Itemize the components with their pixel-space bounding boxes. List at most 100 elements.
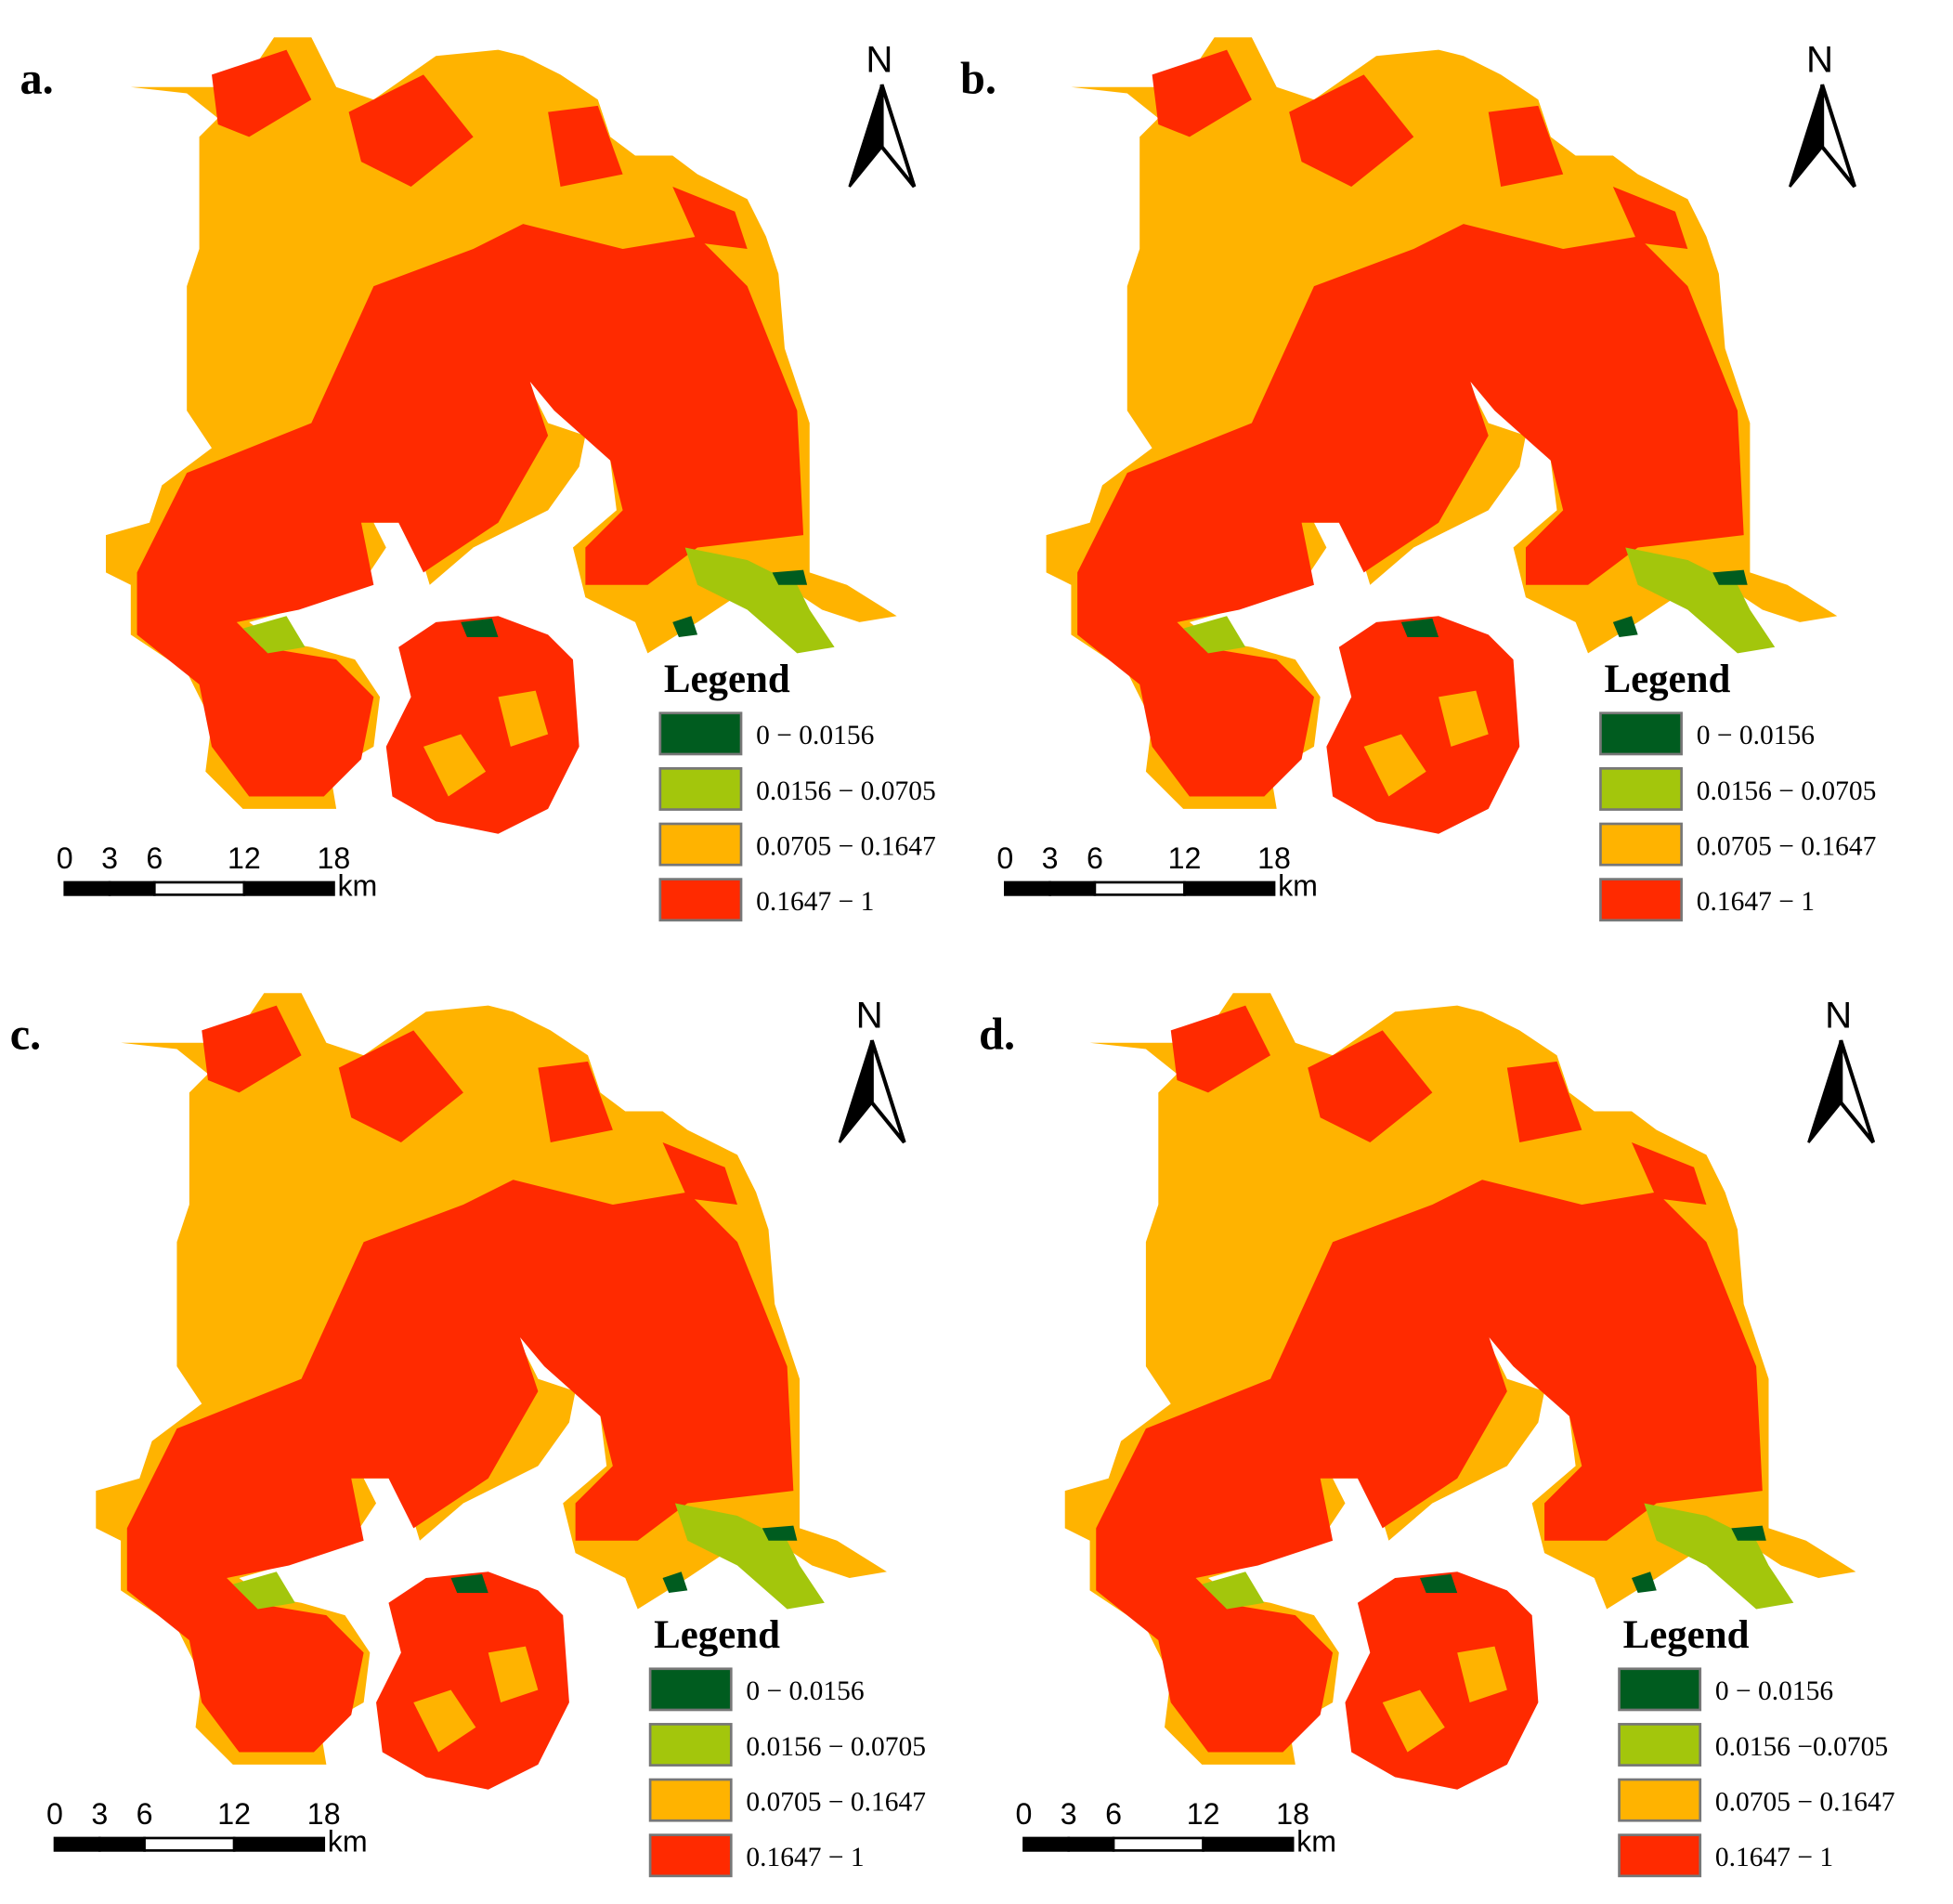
- land-area: [423, 734, 487, 797]
- land-area: [338, 1030, 463, 1142]
- scale-label: 0: [57, 841, 73, 875]
- legend-swatch: [1618, 1667, 1702, 1712]
- legend-label: 0.0156 − 0.0705: [756, 776, 936, 806]
- scale-label: 6: [1105, 1797, 1122, 1831]
- legend-swatch: [648, 1667, 733, 1712]
- island: [376, 1571, 569, 1790]
- scale-segment: [1067, 1836, 1115, 1852]
- land-area: [1289, 74, 1414, 187]
- legend-label: 0.1647 − 1: [1697, 887, 1815, 917]
- land-area: [548, 105, 623, 187]
- legend-label: 0.0705 − 0.1647: [1715, 1788, 1895, 1818]
- scale-label: 6: [137, 1797, 153, 1831]
- scale-segment: [53, 1836, 101, 1852]
- legend-label: 0 − 0.0156: [756, 721, 874, 750]
- land-area: [1419, 1573, 1458, 1594]
- legend-label: 0 − 0.0156: [1697, 721, 1815, 750]
- scale-label: 18: [318, 841, 351, 875]
- scale-segment: [143, 1836, 236, 1852]
- land-area: [1096, 1180, 1763, 1753]
- scale-label: 12: [228, 841, 261, 875]
- legend-label: 0.0705 − 0.1647: [756, 832, 936, 862]
- land-area: [762, 1525, 798, 1541]
- land-area: [1077, 224, 1744, 797]
- land-area: [1152, 49, 1252, 137]
- legend-label: 0.0705 − 0.1647: [1697, 832, 1877, 862]
- island: [1345, 1571, 1539, 1790]
- land-area: [1183, 616, 1246, 654]
- north-arrow: [869, 1039, 906, 1144]
- island: [1326, 616, 1520, 834]
- land-area: [413, 1689, 476, 1753]
- land-area: [1439, 690, 1489, 747]
- north-arrow: [879, 84, 917, 189]
- scale-label: 3: [1042, 841, 1059, 875]
- land-area: [1457, 1646, 1507, 1702]
- north-arrow: [838, 1039, 874, 1143]
- land-area: [1631, 1571, 1657, 1594]
- north-label: N: [866, 39, 892, 81]
- scale-label: 0: [1016, 1797, 1033, 1831]
- land-area: [242, 616, 306, 654]
- north-arrow: [1789, 84, 1824, 188]
- legend-label: 0.1647 − 1: [756, 887, 874, 917]
- scale-label: 6: [146, 841, 163, 875]
- legend-swatch: [1599, 711, 1683, 756]
- legend-label: 0.0156 −0.0705: [1715, 1732, 1888, 1762]
- scale-unit: km: [328, 1825, 368, 1858]
- scale-segment: [1048, 880, 1097, 896]
- north-arrow: [1807, 1039, 1842, 1143]
- land-area: [1612, 616, 1638, 638]
- scale-label: 0: [46, 1797, 63, 1831]
- map-panel: b. N Legend 0 − 0.0156 0.0156 − 0.0705 0.0705…: [960, 37, 1877, 922]
- scale-segment: [242, 880, 335, 896]
- land-area: [1363, 734, 1426, 797]
- land-area: [1400, 618, 1439, 638]
- land-area: [1202, 1571, 1265, 1610]
- legend-swatch: [658, 822, 743, 867]
- scale-label: 3: [101, 841, 118, 875]
- legend-swatch: [658, 878, 743, 922]
- land-area: [1170, 1005, 1271, 1093]
- scale-label: 12: [1187, 1797, 1220, 1831]
- land-area: [1488, 105, 1564, 187]
- scale-label: 12: [217, 1797, 251, 1831]
- land-area: [674, 1503, 825, 1610]
- scale-segment: [1183, 880, 1276, 896]
- land-area: [488, 1646, 539, 1702]
- land-area: [538, 1061, 613, 1142]
- north-arrow: [848, 84, 883, 188]
- map-panel: a. N Legend 0 − 0.0156 0.0156 − 0.0705 0.0705…: [20, 37, 936, 922]
- land-area: [772, 569, 808, 585]
- panel-label: d.: [979, 1011, 1015, 1060]
- legend-swatch: [648, 1723, 733, 1767]
- legend-label: 0.1647 − 1: [1715, 1843, 1833, 1872]
- legend-label: 0.1647 − 1: [746, 1843, 864, 1872]
- land-area: [684, 547, 835, 654]
- land-area: [212, 49, 312, 137]
- legend-title: Legend: [654, 1613, 780, 1657]
- panel-label: a.: [20, 55, 53, 104]
- land-area: [1731, 1525, 1766, 1541]
- panel-label: b.: [960, 55, 996, 104]
- legend-swatch: [1599, 822, 1683, 867]
- land-area: [1612, 186, 1688, 249]
- land-area: [662, 1142, 737, 1205]
- land-area: [232, 1571, 295, 1610]
- legend-swatch: [648, 1833, 733, 1878]
- scale-segment: [1112, 1836, 1204, 1852]
- scale-segment: [1004, 880, 1051, 896]
- island: [385, 616, 579, 834]
- land-area: [1382, 1689, 1445, 1753]
- land-area: [1308, 1030, 1433, 1142]
- scale-label: 18: [1257, 841, 1291, 875]
- land-area: [672, 186, 748, 249]
- scale-segment: [1022, 1836, 1071, 1852]
- legend-swatch: [1618, 1723, 1702, 1767]
- scale-label: 18: [1276, 1797, 1309, 1831]
- land-area: [450, 1573, 488, 1594]
- legend-title: Legend: [1604, 658, 1730, 701]
- land-area: [498, 690, 549, 747]
- north-label: N: [856, 995, 883, 1037]
